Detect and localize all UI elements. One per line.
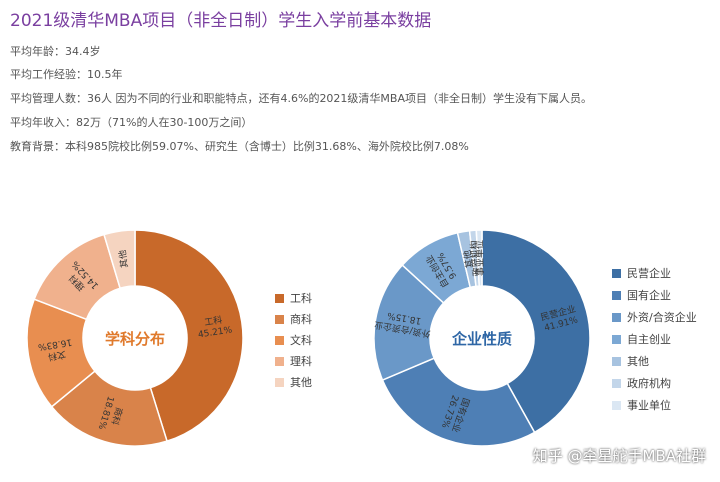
legend-swatch	[612, 335, 621, 344]
chart-center-title: 学科分布	[105, 330, 165, 348]
legend-item-理科: 理科	[290, 354, 312, 368]
chart-center-title: 企业性质	[451, 330, 512, 348]
legend-item-其他: 其他	[290, 376, 312, 389]
legend-item-政府机构: 政府机构	[627, 376, 671, 390]
slice-国有企业	[381, 357, 536, 447]
legend-swatch	[275, 378, 284, 387]
legend-item-外资/合资企业: 外资/合资企业	[627, 310, 697, 324]
watermark: 知乎 @牵星舵手MBA社群	[532, 447, 706, 465]
legend-item-工科: 工科	[290, 291, 312, 305]
legend-item-商科: 商科	[290, 312, 312, 326]
legend-swatch	[612, 357, 621, 366]
slice-category-label: 事业单位	[473, 240, 486, 276]
legend-item-其他: 其他	[627, 355, 649, 368]
slice-外资/合资企业	[373, 264, 445, 382]
stat-education: 教育背景：本科985院校比例59.07%、研究生（含博士）比例31.68%、海外…	[10, 140, 469, 153]
slice-label-事业单位: 事业单位	[473, 240, 486, 276]
stat-management: 平均管理人数：36人 因为不同的行业和职能特点，还有4.6%的2021级清华MB…	[10, 92, 592, 105]
legend-swatch	[612, 401, 621, 410]
legend-swatch	[612, 291, 621, 300]
company-type-donut-chart: 民营企业41.91%国有企业26.73%外资/合资企业18.15%自主创业9.5…	[373, 229, 697, 447]
slice-其他	[103, 229, 136, 290]
stat-income: 平均年收入：82万（71%的人在30-100万之间）	[10, 116, 253, 129]
legend-item-民营企业: 民营企业	[627, 266, 671, 280]
legend-swatch	[612, 269, 621, 278]
slice-民营企业	[481, 229, 591, 434]
legend-swatch	[275, 294, 284, 303]
slice-category-label: 文科	[47, 348, 67, 363]
stat-age: 平均年龄：34.4岁	[10, 45, 101, 58]
page-title: 2021级清华MBA项目（非全日制）学生入学前基本数据	[10, 11, 432, 31]
slice-category-label: 工科	[204, 314, 224, 329]
legend-swatch	[612, 379, 621, 388]
slice-事业单位	[475, 229, 483, 287]
slice-category-label: 其他	[116, 249, 130, 269]
legend-swatch	[275, 336, 284, 345]
legend-item-文科: 文科	[290, 333, 312, 347]
stat-experience: 平均工作经验：10.5年	[10, 68, 123, 81]
legend-item-自主创业: 自主创业	[627, 333, 671, 346]
slice-label-其他: 其他	[116, 249, 130, 269]
legend-swatch	[612, 313, 621, 322]
legend-item-事业单位: 事业单位	[627, 398, 671, 412]
legend-swatch	[275, 357, 284, 366]
slice-工科	[134, 229, 244, 443]
legend-swatch	[275, 315, 284, 324]
legend-item-国有企业: 国有企业	[627, 288, 671, 302]
